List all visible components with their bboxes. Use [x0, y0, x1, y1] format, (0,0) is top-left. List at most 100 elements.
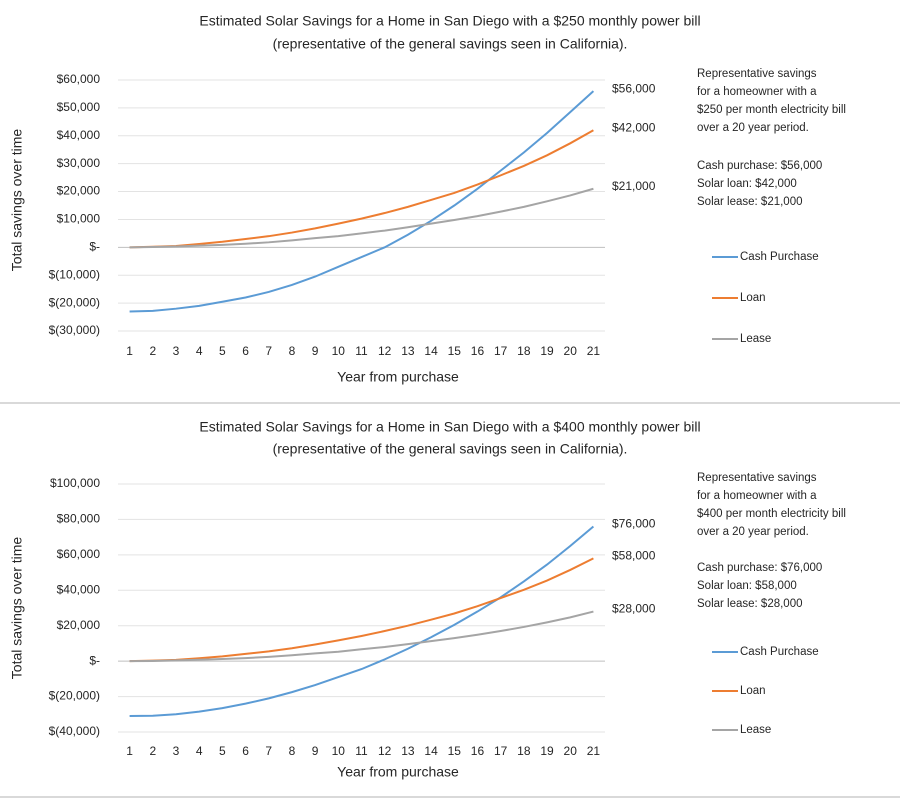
- y-tick-label: $40,000: [57, 128, 101, 142]
- x-tick-label: 19: [540, 344, 554, 358]
- y-tick-label: $30,000: [57, 156, 101, 170]
- x-tick-label: 15: [448, 744, 462, 758]
- y-tick-label: $-: [89, 653, 100, 667]
- x-tick-label: 6: [242, 344, 249, 358]
- x-tick-label: 1: [126, 344, 133, 358]
- y-tick-label: $(20,000): [49, 295, 100, 309]
- y-tick-label: $100,000: [50, 476, 100, 490]
- annotation: $250 per month electricity bill: [697, 104, 846, 116]
- x-tick-label: 21: [587, 744, 601, 758]
- series-line: [129, 187, 594, 249]
- x-tick-label: 12: [378, 744, 392, 758]
- y-tick-label: $(30,000): [49, 323, 100, 337]
- x-tick-label: 3: [173, 344, 180, 358]
- x-tick-label: 6: [242, 744, 249, 758]
- y-tick-label: $50,000: [57, 100, 101, 114]
- legend-label: Lease: [740, 333, 771, 345]
- annotation: Representative savings: [697, 68, 817, 80]
- x-tick-label: 9: [312, 744, 319, 758]
- x-tick-label: 8: [289, 344, 296, 358]
- x-tick-label: 14: [424, 344, 438, 358]
- x-tick-label: 19: [540, 744, 554, 758]
- legend-label: Lease: [740, 724, 771, 736]
- y-tick-label: $80,000: [57, 512, 101, 526]
- legend-label: Cash Purchase: [740, 646, 819, 658]
- x-tick-label: 13: [401, 744, 415, 758]
- x-tick-label: 10: [332, 744, 346, 758]
- series-line: [129, 525, 595, 718]
- annotation: for a homeowner with a: [697, 86, 817, 98]
- data-label: $21,000: [612, 179, 656, 193]
- annotation: Solar loan: $58,000: [697, 580, 797, 592]
- x-tick-label: 20: [564, 344, 578, 358]
- x-tick-label: 9: [312, 344, 319, 358]
- x-tick-label: 18: [517, 344, 531, 358]
- legend-label: Loan: [740, 685, 766, 697]
- annotation: Solar lease: $28,000: [697, 598, 803, 610]
- x-tick-label: 11: [355, 344, 368, 358]
- x-tick-label: 1: [126, 744, 133, 758]
- x-tick-label: 21: [587, 344, 601, 358]
- y-tick-label: $-: [89, 240, 100, 254]
- series-line: [129, 610, 594, 663]
- series-line: [129, 557, 594, 663]
- y-tick-label: $20,000: [57, 618, 101, 632]
- annotation: over a 20 year period.: [697, 526, 809, 538]
- x-tick-label: 7: [265, 344, 272, 358]
- x-tick-label: 4: [196, 744, 203, 758]
- y-tick-label: $20,000: [57, 184, 101, 198]
- data-label: $58,000: [612, 549, 656, 563]
- annotation: Cash purchase: $56,000: [697, 160, 822, 172]
- x-tick-label: 14: [424, 744, 438, 758]
- x-tick-label: 5: [219, 744, 226, 758]
- x-tick-label: 18: [517, 744, 531, 758]
- x-tick-label: 2: [149, 744, 156, 758]
- x-tick-label: 16: [471, 344, 485, 358]
- x-tick-label: 11: [355, 744, 368, 758]
- chart-subtitle: (representative of the general savings s…: [273, 36, 628, 52]
- y-tick-label: $(10,000): [49, 267, 100, 281]
- x-tick-label: 5: [219, 344, 226, 358]
- y-tick-label: $10,000: [57, 212, 101, 226]
- data-label: $76,000: [612, 517, 656, 531]
- series-line: [129, 90, 595, 313]
- x-axis-title: Year from purchase: [337, 369, 459, 385]
- y-tick-label: $(20,000): [49, 689, 100, 703]
- series-line: [129, 129, 594, 249]
- data-label: $42,000: [612, 120, 656, 134]
- x-tick-label: 16: [471, 744, 485, 758]
- data-label: $56,000: [612, 81, 656, 95]
- x-axis-title: Year from purchase: [337, 764, 459, 780]
- x-tick-label: 17: [494, 344, 508, 358]
- annotation: Representative savings: [697, 472, 817, 484]
- chart-title: Estimated Solar Savings for a Home in Sa…: [199, 419, 700, 435]
- y-tick-label: $60,000: [57, 72, 101, 86]
- chart-title: Estimated Solar Savings for a Home in Sa…: [199, 13, 700, 29]
- x-tick-label: 13: [401, 344, 415, 358]
- annotation: Cash purchase: $76,000: [697, 562, 822, 574]
- y-tick-label: $40,000: [57, 582, 101, 596]
- annotation: for a homeowner with a: [697, 490, 817, 502]
- y-axis-title: Total savings over time: [9, 129, 25, 272]
- x-tick-label: 8: [289, 744, 296, 758]
- x-tick-label: 4: [196, 344, 203, 358]
- chart-subtitle: (representative of the general savings s…: [273, 441, 628, 457]
- x-tick-label: 17: [494, 744, 508, 758]
- x-tick-label: 10: [332, 344, 346, 358]
- x-tick-label: 7: [265, 744, 272, 758]
- x-tick-label: 12: [378, 344, 392, 358]
- x-tick-label: 3: [173, 744, 180, 758]
- annotation: Solar loan: $42,000: [697, 178, 797, 190]
- y-axis-title: Total savings over time: [9, 537, 25, 680]
- annotation: Solar lease: $21,000: [697, 196, 803, 208]
- y-tick-label: $(40,000): [49, 724, 100, 738]
- legend-label: Cash Purchase: [740, 251, 819, 263]
- x-tick-label: 20: [564, 744, 578, 758]
- annotation: over a 20 year period.: [697, 122, 809, 134]
- x-tick-label: 15: [448, 344, 462, 358]
- data-label: $28,000: [612, 602, 656, 616]
- x-tick-label: 2: [149, 344, 156, 358]
- annotation: $400 per month electricity bill: [697, 508, 846, 520]
